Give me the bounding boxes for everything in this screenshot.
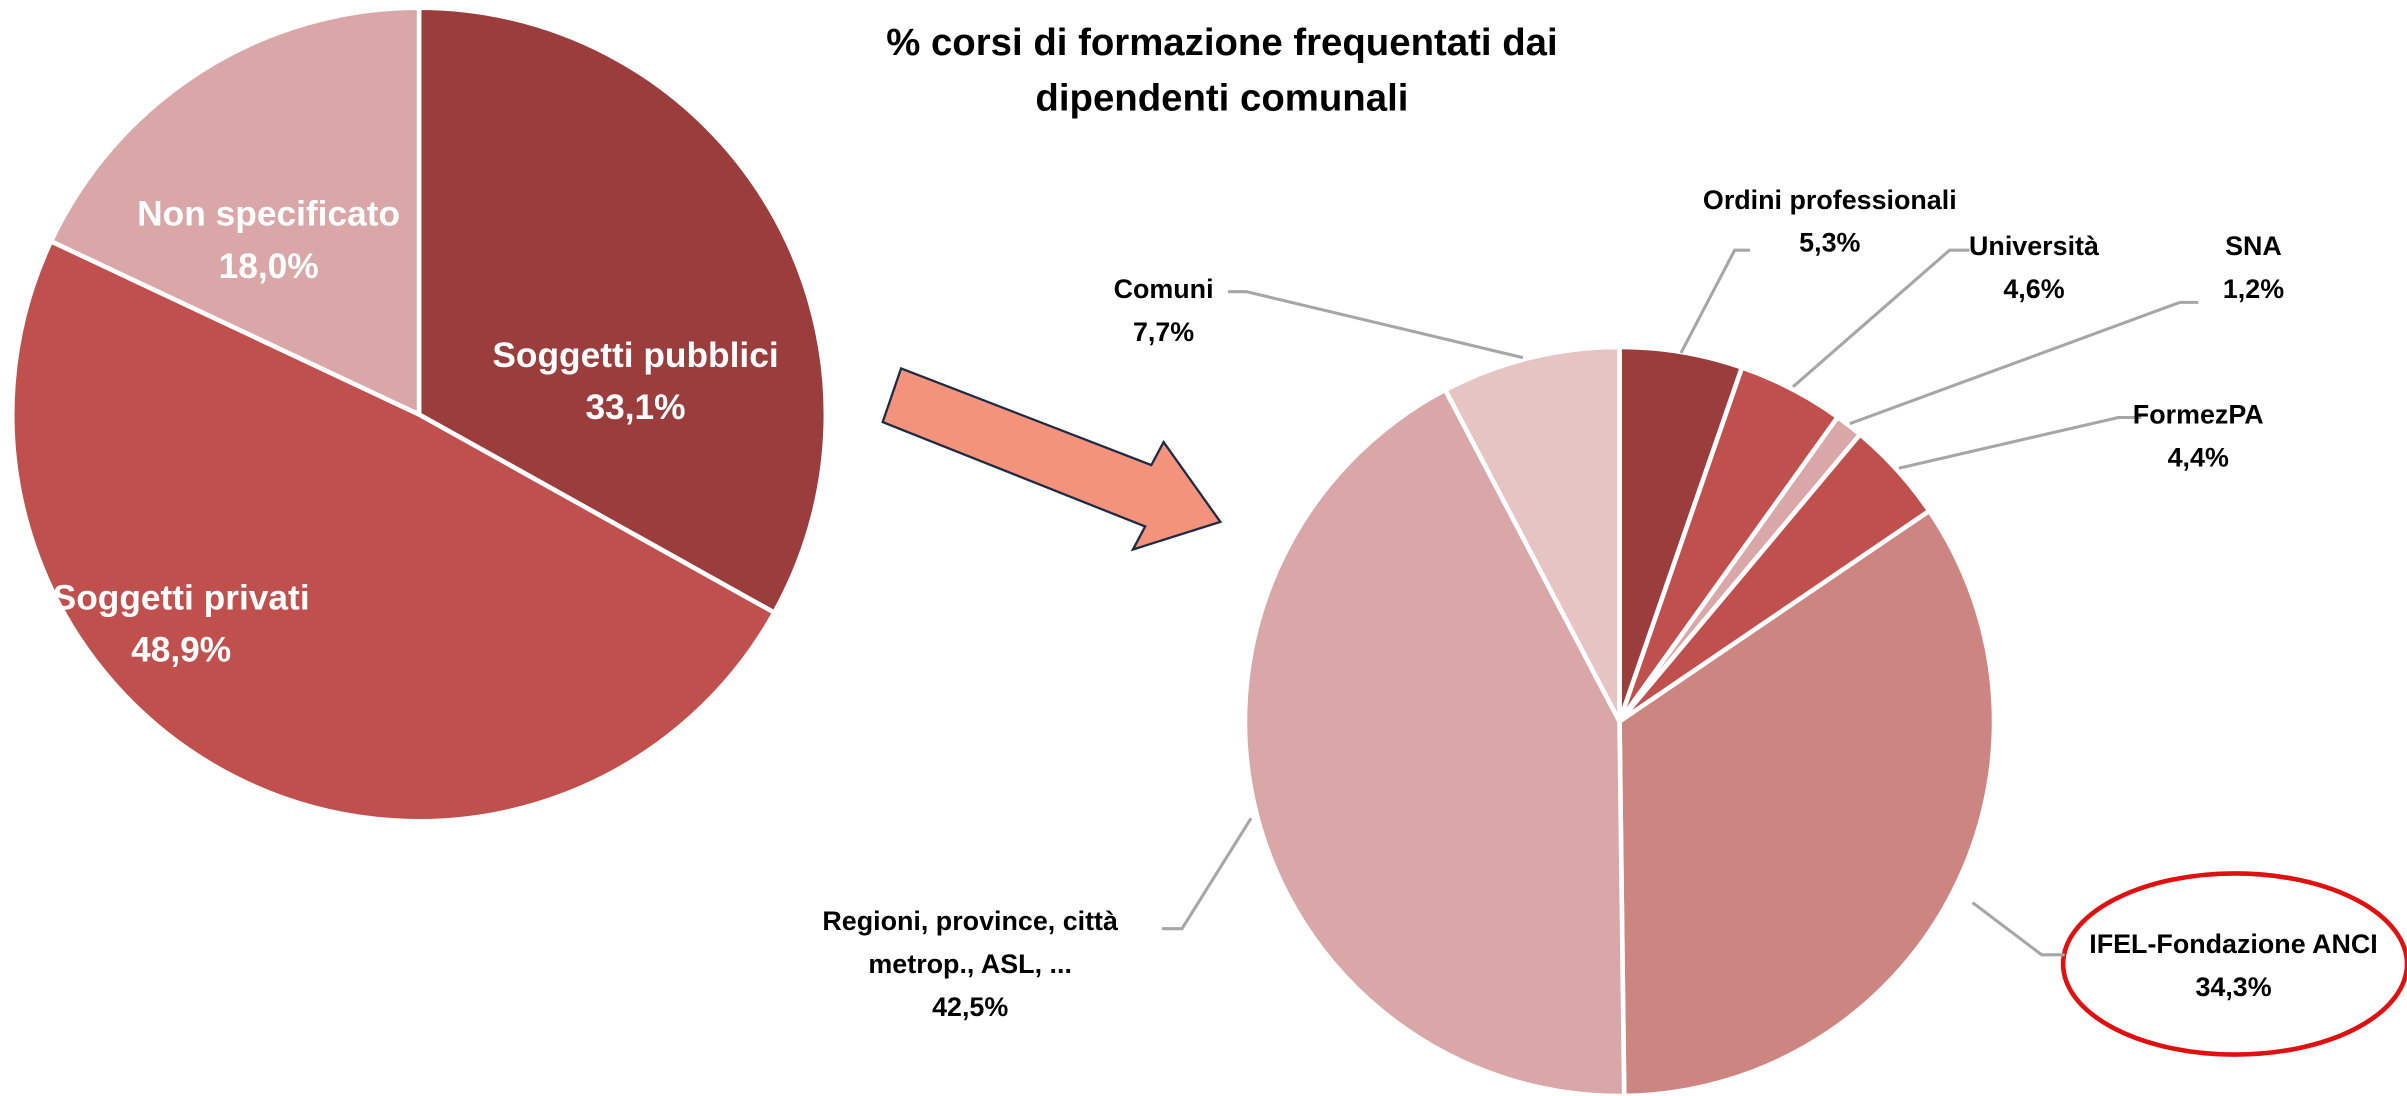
value-label: 7,7% <box>1132 316 1195 347</box>
chart-title: % corsi di formazione frequentati dai dip… <box>886 21 1557 119</box>
category-label: Soggetti pubblici <box>492 334 779 375</box>
data-label: SNA 1,2% <box>2192 224 2315 310</box>
value-label: 1,2% <box>2222 273 2285 304</box>
pie-slice <box>47 5 422 419</box>
data-label: Soggetti pubblici 33,1% <box>436 328 835 432</box>
value-label: 18,0% <box>218 245 319 286</box>
pie-slice <box>1242 386 1627 1096</box>
label-box: Regioni, province, città metrop., ASL, .… <box>786 900 1154 1029</box>
value-label: 48,9% <box>131 629 232 670</box>
category-label: Università <box>1969 230 2099 261</box>
category-label: SNA <box>2225 230 2282 261</box>
data-label: Comuni 7,7% <box>1071 267 1255 353</box>
value-label: 42,5% <box>932 991 1009 1023</box>
data-label: IFEL-Fondazione ANCI 34,3% <box>2057 923 2407 1009</box>
leader-line <box>1971 901 2065 957</box>
leader-line <box>1679 248 1750 354</box>
category-label: Non specificato <box>137 193 401 234</box>
label-box: Comuni 7,7% <box>1071 267 1255 353</box>
pie-slice <box>9 238 778 824</box>
label-box: Non specificato 18,0% <box>100 187 438 291</box>
value-label: 33,1% <box>585 386 686 427</box>
label-box: Università 4,6% <box>1942 224 2126 310</box>
label-box: Soggetti pubblici 33,1% <box>436 328 835 432</box>
category-label: Soggetti privati <box>52 577 310 618</box>
data-label: Non specificato 18,0% <box>100 187 438 291</box>
label-box: IFEL-Fondazione ANCI 34,3% <box>2057 923 2407 1009</box>
data-label: FormezPA 4,4% <box>2106 393 2290 479</box>
label-box: Ordini professionali 5,3% <box>1646 178 2014 264</box>
highlight-ellipse <box>2060 871 2407 1057</box>
category-label: Regioni, province, città metrop., ASL, .… <box>822 905 1118 980</box>
leader-line <box>1228 290 1524 360</box>
data-label: Soggetti privati 48,9% <box>12 571 350 675</box>
label-box: SNA 1,2% <box>2192 224 2315 310</box>
arrow <box>881 366 1223 552</box>
data-label: Ordini professionali 5,3% <box>1646 178 2014 264</box>
category-label: Comuni <box>1113 273 1214 304</box>
value-label: 34,3% <box>2195 971 2272 1003</box>
category-label: IFEL-Fondazione ANCI <box>2089 928 2378 960</box>
value-label: 4,4% <box>2167 442 2229 473</box>
category-label: Ordini professionali <box>1702 184 1957 215</box>
value-label: 5,3% <box>1799 227 1861 258</box>
leader-line <box>1898 415 2142 470</box>
leader-line <box>1162 817 1253 931</box>
pie-slice <box>1442 344 1622 723</box>
data-label: Università 4,6% <box>1942 224 2126 310</box>
label-box: Soggetti privati 48,9% <box>12 571 350 675</box>
pie-slice <box>416 5 829 616</box>
leader-line <box>1791 248 1970 388</box>
leader-line <box>1849 300 2199 426</box>
label-box: FormezPA 4,4% <box>2106 393 2290 479</box>
data-label: Regioni, province, città metrop., ASL, .… <box>786 900 1154 1029</box>
value-label: 4,6% <box>2003 273 2065 304</box>
category-label: FormezPA <box>2132 399 2264 430</box>
pie-slice <box>1617 507 1997 1096</box>
